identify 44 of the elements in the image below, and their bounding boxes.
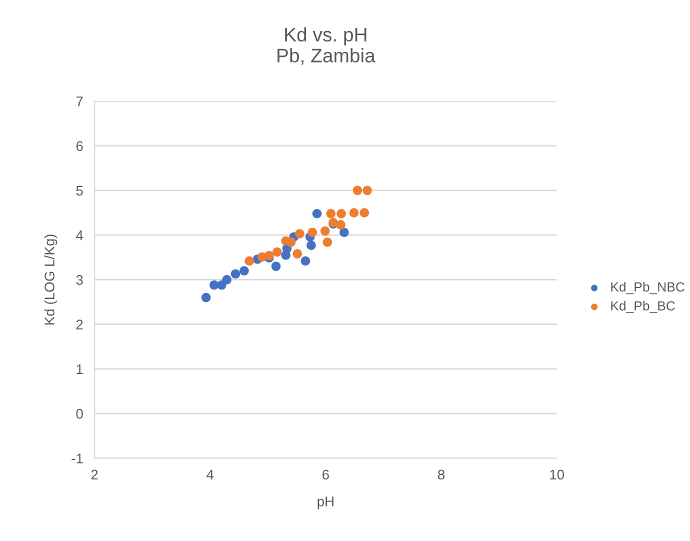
y-axis-title: Kd (LOG L/Kg) xyxy=(44,234,58,324)
point xyxy=(308,228,318,238)
x-tick-label: 8 xyxy=(438,470,445,480)
chart-title: Kd vs. pH Pb, Zambia xyxy=(278,27,376,65)
point xyxy=(362,186,372,196)
point xyxy=(326,208,336,218)
point xyxy=(336,220,346,230)
y-tick-label: 6 xyxy=(76,141,83,151)
point xyxy=(300,256,310,266)
point xyxy=(244,256,254,266)
x-tick-label: 10 xyxy=(550,470,564,480)
x-tick-label: 6 xyxy=(322,470,329,480)
point xyxy=(306,240,316,250)
point xyxy=(349,208,359,218)
point xyxy=(312,208,322,218)
y-tick-label: 2 xyxy=(76,320,83,330)
x-tick-label: 2 xyxy=(91,470,98,480)
point xyxy=(201,292,211,302)
point xyxy=(340,228,349,238)
x-tick-label: 4 xyxy=(206,470,214,480)
point xyxy=(272,247,282,257)
point xyxy=(352,186,362,196)
point xyxy=(292,249,302,258)
point xyxy=(295,229,304,238)
point xyxy=(286,238,296,247)
legend-label: Kd_Pb_BC xyxy=(611,300,675,314)
legend-label: Kd_Pb_NBC xyxy=(611,282,684,294)
point xyxy=(271,262,281,271)
y-tick-label: -1 xyxy=(72,454,83,464)
point xyxy=(336,208,346,218)
point xyxy=(320,226,330,236)
y-tick-label: 7 xyxy=(76,96,83,106)
y-tick-label: 3 xyxy=(76,275,83,285)
y-tick-label: 5 xyxy=(76,186,83,196)
point xyxy=(360,208,370,218)
x-axis-title: pH xyxy=(318,496,334,510)
point xyxy=(264,250,274,260)
point xyxy=(322,238,332,247)
point xyxy=(240,266,249,276)
point xyxy=(230,269,240,279)
y-tick-label: 1 xyxy=(76,364,83,374)
y-tick-label: 0 xyxy=(76,408,83,419)
y-tick-label: 4 xyxy=(76,230,84,240)
point xyxy=(222,275,232,284)
